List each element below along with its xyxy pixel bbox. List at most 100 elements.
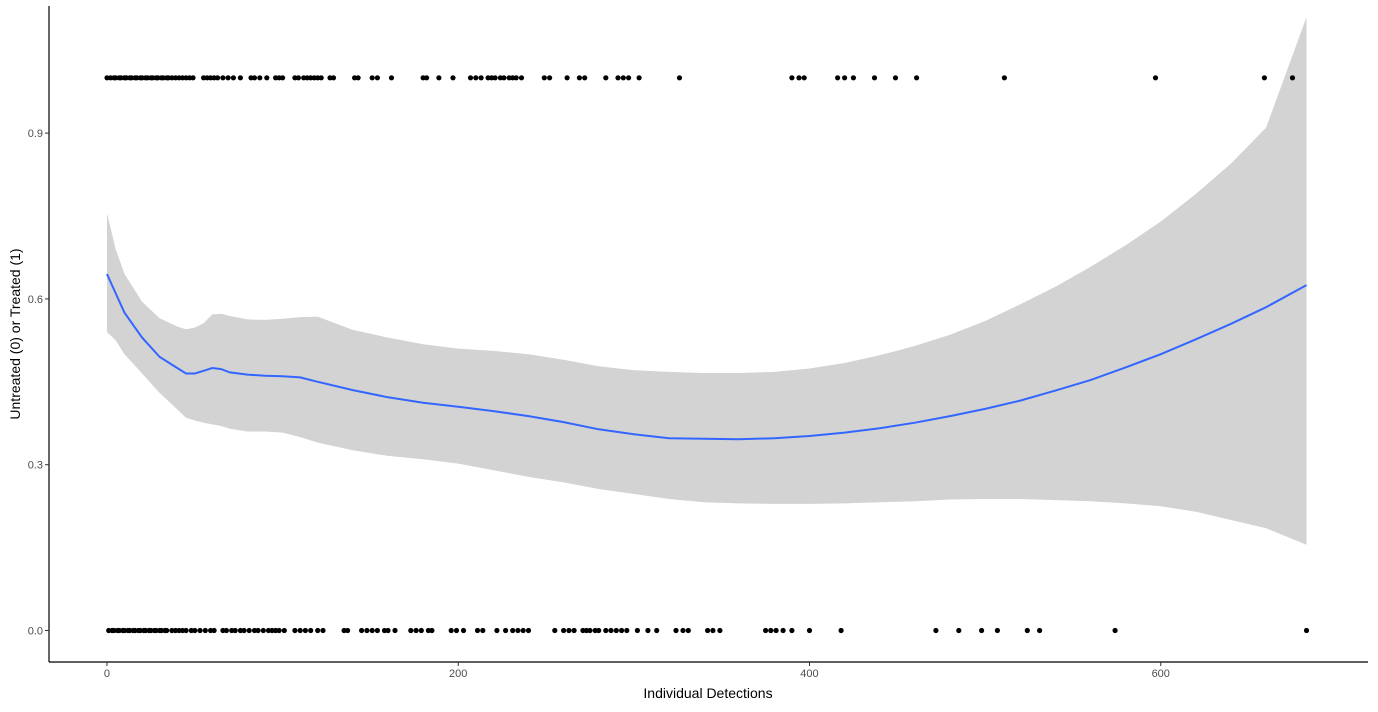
data-point-untreated bbox=[773, 627, 779, 634]
data-point-treated bbox=[225, 75, 231, 81]
data-point-untreated bbox=[408, 627, 414, 634]
data-point-untreated bbox=[418, 627, 424, 634]
data-point-untreated bbox=[571, 627, 577, 634]
data-point-untreated bbox=[806, 627, 813, 634]
data-point-untreated bbox=[1303, 627, 1310, 634]
data-point-untreated bbox=[276, 627, 282, 634]
data-point-untreated bbox=[241, 627, 247, 634]
x-ticks-layer: 0 200 400 600 bbox=[104, 662, 1170, 680]
data-point-treated bbox=[295, 75, 301, 81]
data-point-untreated bbox=[587, 627, 593, 634]
data-point-untreated bbox=[520, 627, 526, 634]
data-point-untreated bbox=[515, 627, 521, 634]
data-point-untreated bbox=[1024, 627, 1030, 634]
data-points-layer bbox=[104, 75, 1310, 634]
data-point-untreated bbox=[956, 627, 962, 634]
data-point-treated bbox=[1261, 75, 1267, 81]
data-point-untreated bbox=[608, 627, 614, 634]
data-point-treated bbox=[1289, 75, 1296, 81]
data-point-untreated bbox=[413, 627, 419, 634]
data-point-treated bbox=[190, 75, 196, 81]
data-point-untreated bbox=[933, 627, 939, 634]
data-point-untreated bbox=[561, 627, 567, 634]
data-point-untreated bbox=[302, 627, 308, 634]
data-point-treated bbox=[330, 75, 337, 81]
data-point-treated bbox=[215, 75, 221, 81]
data-point-treated bbox=[355, 75, 361, 81]
data-point-untreated bbox=[460, 627, 467, 634]
data-point-untreated bbox=[265, 627, 272, 634]
data-point-treated bbox=[620, 75, 626, 81]
data-point-untreated bbox=[654, 627, 660, 634]
data-point-untreated bbox=[789, 627, 795, 634]
data-point-untreated bbox=[710, 627, 716, 634]
data-point-untreated bbox=[448, 627, 454, 634]
data-point-untreated bbox=[685, 627, 691, 634]
data-point-treated bbox=[892, 75, 899, 81]
data-point-treated bbox=[842, 75, 848, 81]
data-point-treated bbox=[850, 75, 857, 81]
data-point-treated bbox=[251, 75, 258, 81]
data-point-treated bbox=[676, 75, 683, 81]
data-point-treated bbox=[436, 75, 442, 81]
data-point-treated bbox=[257, 75, 263, 81]
data-point-treated bbox=[220, 75, 226, 81]
data-point-treated bbox=[237, 75, 243, 81]
data-point-untreated bbox=[645, 627, 651, 634]
data-point-treated bbox=[513, 75, 519, 81]
data-point-treated bbox=[1001, 75, 1008, 81]
data-point-untreated bbox=[429, 627, 435, 634]
data-point-treated bbox=[467, 75, 474, 81]
data-point-untreated bbox=[246, 627, 252, 634]
data-point-untreated bbox=[624, 627, 630, 634]
data-point-untreated bbox=[634, 627, 641, 634]
data-point-treated bbox=[280, 75, 286, 81]
data-point-untreated bbox=[192, 627, 198, 634]
data-point-treated bbox=[541, 75, 547, 81]
data-point-treated bbox=[871, 75, 878, 81]
data-point-treated bbox=[424, 75, 430, 81]
data-point-treated bbox=[450, 75, 456, 81]
data-point-untreated bbox=[364, 627, 370, 634]
data-point-treated bbox=[636, 75, 642, 81]
data-point-untreated bbox=[838, 627, 844, 634]
x-tick-label: 200 bbox=[449, 668, 467, 680]
data-point-treated bbox=[473, 75, 479, 81]
data-point-untreated bbox=[281, 627, 287, 634]
data-point-untreated bbox=[223, 627, 229, 634]
data-point-treated bbox=[478, 75, 484, 81]
data-point-treated bbox=[914, 75, 920, 81]
data-point-untreated bbox=[994, 627, 1001, 634]
data-point-untreated bbox=[673, 627, 679, 634]
data-point-untreated bbox=[202, 627, 208, 634]
data-point-untreated bbox=[705, 627, 711, 634]
data-point-untreated bbox=[164, 627, 170, 634]
data-point-treated bbox=[318, 75, 324, 81]
data-point-untreated bbox=[768, 627, 774, 634]
data-point-treated bbox=[796, 75, 802, 81]
data-point-untreated bbox=[197, 627, 203, 634]
data-point-untreated bbox=[1037, 627, 1043, 634]
x-tick-label: 0 bbox=[104, 668, 110, 680]
data-point-untreated bbox=[525, 627, 532, 634]
data-point-untreated bbox=[255, 627, 261, 634]
data-point-untreated bbox=[603, 627, 609, 634]
data-point-treated bbox=[564, 75, 570, 81]
data-point-treated bbox=[547, 75, 553, 81]
data-point-untreated bbox=[453, 627, 460, 634]
data-point-treated bbox=[264, 75, 270, 81]
data-point-untreated bbox=[613, 627, 619, 634]
data-point-untreated bbox=[680, 627, 686, 634]
data-point-untreated bbox=[183, 627, 189, 634]
data-point-untreated bbox=[345, 627, 351, 634]
data-point-untreated bbox=[552, 627, 558, 634]
y-axis-title: Untreated (0) or Treated (1) bbox=[7, 248, 23, 419]
data-point-untreated bbox=[780, 627, 786, 634]
data-point-treated bbox=[113, 75, 119, 81]
y-tick-label: 0.0 bbox=[28, 625, 43, 637]
data-point-untreated bbox=[566, 627, 572, 634]
data-point-treated bbox=[128, 75, 135, 81]
data-point-treated bbox=[492, 75, 498, 81]
data-point-untreated bbox=[359, 627, 365, 634]
